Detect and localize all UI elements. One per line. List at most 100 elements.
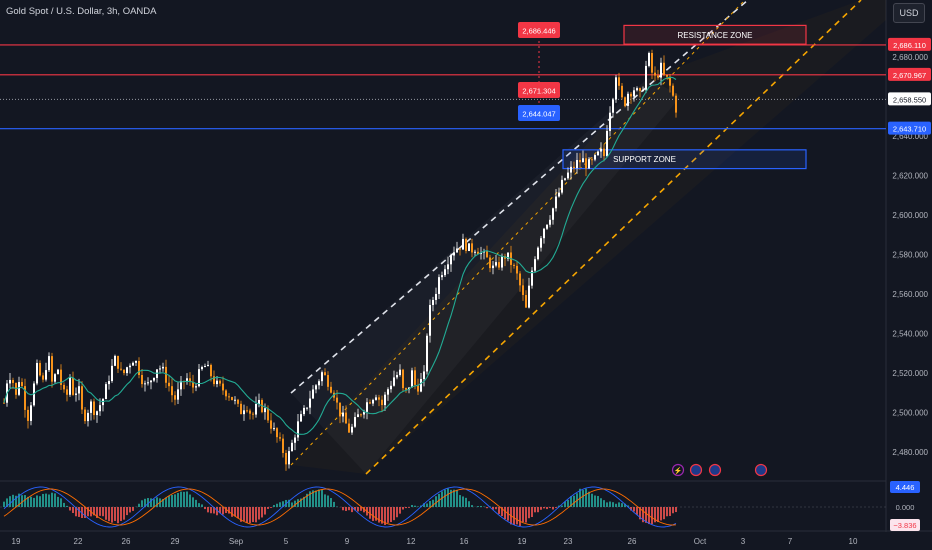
macd-histogram-bar (288, 499, 290, 507)
macd-histogram-bar (63, 502, 65, 507)
zone-label: RESISTANCE ZONE (678, 31, 753, 40)
macd-histogram-bar (621, 503, 623, 507)
candle-body (540, 238, 542, 248)
macd-histogram-bar (378, 507, 380, 523)
us-flag-event-icon (689, 463, 703, 477)
candle-body (144, 383, 146, 385)
macd-histogram-bar (168, 496, 170, 507)
zone-box[interactable] (623, 24, 807, 45)
macd-histogram-bar (108, 507, 110, 522)
macd-histogram-bar (297, 499, 299, 507)
macd-histogram-bar (141, 500, 143, 507)
macd-histogram-bar (237, 507, 239, 519)
candle-body (576, 160, 578, 169)
candle-body (444, 269, 446, 276)
candle-body (63, 384, 65, 390)
macd-histogram-bar (615, 503, 617, 507)
x-tick-label: 19 (12, 537, 21, 546)
candle-body (99, 405, 101, 412)
macd-histogram-bar (594, 495, 596, 507)
zone-box[interactable] (562, 149, 807, 170)
callout-2671[interactable]: 2,671.304 (518, 82, 560, 98)
candle-body (579, 160, 581, 163)
macd-histogram-bar (558, 505, 560, 507)
candle-body (660, 62, 662, 78)
candle-body (33, 383, 35, 406)
candle-body (495, 262, 497, 266)
x-tick-label: Sep (229, 537, 244, 546)
macd-histogram-bar (219, 507, 221, 514)
macd-histogram-bar (243, 507, 245, 521)
macd-histogram-bar (411, 504, 413, 507)
macd-histogram-bar (345, 507, 347, 511)
candle-body (177, 389, 179, 400)
candle-body (561, 179, 563, 193)
candle-body (60, 369, 62, 385)
macd-histogram-bar (132, 507, 134, 511)
macd-histogram-bar (78, 507, 80, 517)
candle-body (528, 285, 530, 308)
macd-histogram-bar (447, 488, 449, 507)
macd-histogram-bar (114, 507, 116, 521)
lower-channel-line (365, 0, 862, 475)
macd-histogram-bar (363, 507, 365, 513)
candle-body (426, 335, 428, 372)
macd-histogram-bar (27, 496, 29, 507)
candle-body (582, 158, 584, 163)
candle-body (189, 378, 191, 382)
candle-body (21, 382, 23, 387)
macd-histogram-bar (567, 499, 569, 507)
currency-button[interactable]: USD (893, 3, 925, 23)
callout-2644[interactable]: 2,644.047 (518, 105, 560, 121)
candle-body (669, 76, 671, 86)
candle-body (564, 178, 566, 180)
macd-histogram-bar (555, 507, 557, 508)
candle-body (210, 364, 212, 377)
macd-histogram-bar (279, 502, 281, 507)
macd-histogram-bar (255, 507, 257, 523)
macd-histogram-bar (120, 507, 122, 521)
candle-body (66, 389, 68, 395)
price-tag (888, 121, 931, 135)
candle-body (273, 428, 275, 430)
candle-body (411, 370, 413, 388)
macd-histogram-bar (3, 501, 5, 507)
macd-histogram-bar (456, 489, 458, 507)
candle-body (39, 362, 41, 376)
macd-histogram-bar (24, 495, 26, 507)
y-tick-label: 2,560.000 (892, 290, 928, 299)
event-markers[interactable]: ⚡ (671, 463, 768, 477)
macd-histogram-bar (597, 496, 599, 507)
candle-body (120, 368, 122, 370)
macd-histogram-bar (408, 507, 410, 508)
macd-histogram-bar (663, 507, 665, 520)
candle-body (357, 414, 359, 418)
macd-histogram-bar (573, 495, 575, 507)
candle-body (516, 265, 518, 274)
macd-histogram-bar (492, 507, 494, 510)
callout-2686[interactable]: 2,686.446 (518, 22, 560, 38)
macd-histogram-bar (225, 507, 227, 514)
candle-body (75, 393, 77, 395)
candle-body (24, 386, 26, 410)
macd-histogram-bar (453, 489, 455, 507)
price-tag-text: 2,686.110 (893, 41, 926, 50)
candle-body (327, 375, 329, 387)
candle-body (174, 395, 176, 400)
macd-histogram-bar (495, 507, 497, 510)
macd-histogram-bar (372, 507, 374, 521)
candle-body (288, 451, 290, 465)
candle-body (468, 243, 470, 251)
candle-body (570, 166, 572, 173)
candle-body (390, 385, 392, 390)
macd-histogram-bar (153, 499, 155, 507)
price-tag (888, 37, 931, 51)
macd-histogram-bar (300, 498, 302, 507)
macd-histogram-bar (84, 507, 86, 518)
price-tag-text: 2,670.967 (893, 71, 926, 80)
macd-histogram-bar (54, 493, 56, 507)
macd-histogram-bar (534, 507, 536, 513)
macd-histogram-bar (177, 492, 179, 507)
